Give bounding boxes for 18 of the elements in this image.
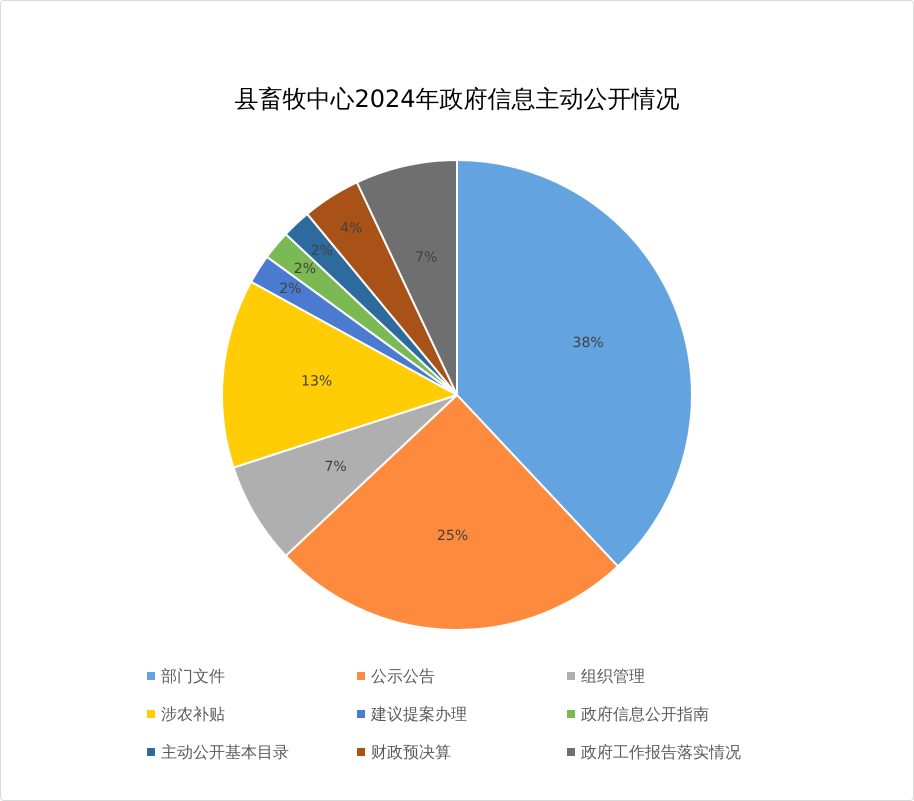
data-label: 2%: [310, 243, 333, 260]
legend-label: 财政预决算: [371, 742, 451, 762]
data-label: 7%: [324, 458, 347, 475]
chart-title: 县畜牧中心2024年政府信息主动公开情况: [234, 85, 680, 113]
legend-label: 建议提案办理: [370, 704, 467, 724]
legend-label: 主动公开基本目录: [161, 742, 289, 762]
data-label: 25%: [437, 528, 468, 544]
legend-label: 政府工作报告落实情况: [581, 742, 741, 762]
legend-label: 政府信息公开指南: [581, 704, 709, 724]
data-label: 38%: [572, 335, 604, 352]
data-label: 4%: [340, 220, 362, 236]
legend-label: 涉农补贴: [161, 704, 225, 724]
data-label: 2%: [294, 261, 316, 278]
legend-label: 部门文件: [161, 666, 225, 686]
legend-label: 组织管理: [581, 666, 645, 686]
data-label: 13%: [301, 374, 332, 390]
legend-label: 公示公告: [371, 666, 435, 686]
data-label: 2%: [279, 281, 302, 298]
